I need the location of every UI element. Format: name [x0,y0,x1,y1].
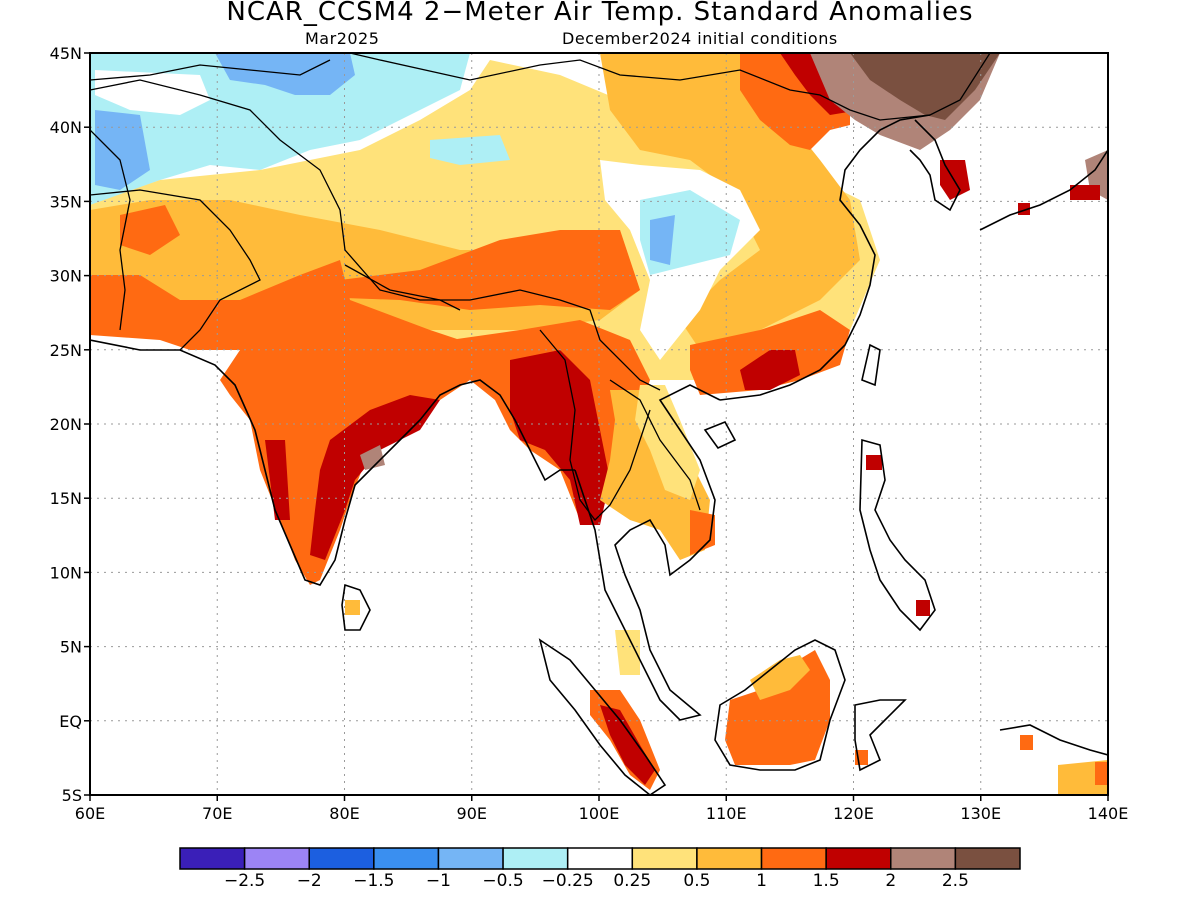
warm-sumatra-core [600,705,655,785]
warm-borneo [725,650,830,765]
colorbar-swatch [243,847,310,870]
colorbar-swatch [437,847,504,870]
lat-label: 20N [50,415,82,434]
warm-strong-west [120,205,180,255]
colorbar-label: −2 [296,871,322,891]
warm-timor-area [1020,735,1033,750]
colorbar-swatch [760,847,827,870]
colorbar-label: −2.5 [223,871,266,891]
lat-label: 15N [50,489,82,508]
warm-borneo-north [750,655,810,700]
coast-china-south [719,114,931,401]
colorbar-label: −0.5 [482,871,524,891]
white-central-asia [95,70,210,115]
border-nepal [344,264,461,311]
colorbar-swatch [890,847,957,870]
coast-japan [979,149,1108,231]
border-kazakh [90,59,331,81]
lon-label: 90E [457,804,487,823]
colorbar-swatch [954,847,1021,870]
lat-label: 10N [50,563,82,582]
border-china-west [90,79,661,391]
forecast-month: Mar2025 [305,29,380,48]
lon-label: 80E [329,804,359,823]
colorbar-label: 0.5 [683,871,711,891]
colorbar-swatch [696,847,763,870]
lat-label: 35N [50,192,82,211]
colorbar-label: −1.5 [353,871,395,891]
lat-label: 25N [50,341,82,360]
coast-india [90,339,575,586]
coast-philippines [859,438,936,632]
coast-indochina [574,384,721,721]
warm-philippines [866,455,882,470]
colorbar-swatch [308,847,375,870]
cold-qinghai-core [650,215,675,265]
colorbar-label: 2.5 [941,871,969,891]
warm-philippines-2 [916,600,930,616]
colorbar-label: 0.25 [613,871,652,891]
lat-label: EQ [59,712,82,731]
warm-newguinea-core [1095,762,1108,785]
colorbar-swatch [566,847,634,870]
colorbar-label: 1.5 [812,871,840,891]
warm-laos [600,390,710,560]
warm-burma-core [510,350,610,525]
brown-india-east [360,445,385,470]
coast-hainan [703,420,737,450]
lon-label: 100E [579,804,620,823]
lat-label: 40N [50,118,82,137]
warm-vietnam-south [690,510,715,555]
coast-korea [909,119,961,212]
cold-patch-tibet [430,135,510,165]
lat-label: 30N [50,267,82,286]
warm-japan [1070,185,1100,200]
warm-band-tibet [340,230,640,310]
coastlines [90,53,1108,795]
warm-srilanka [345,600,360,615]
warm-india-west-core [265,440,290,520]
colorbar-label: −1 [425,871,451,891]
initial-conditions: December2024 initial conditions [562,29,838,48]
border-burma-thai [539,329,651,521]
border-laos-vietnam [609,379,701,511]
colorbar-label: 1 [756,871,767,891]
colorbar-swatch [502,847,569,870]
colorbar-label: −0.25 [541,871,594,891]
coast-borneo [714,639,846,771]
colorbar-swatch [373,847,440,870]
warm-india [90,260,470,585]
coast-sumatra [538,638,667,795]
coast-sulawesi [854,699,907,772]
lat-label: 5N [60,638,82,657]
coast-srilanka [341,583,371,631]
coast-taiwan [861,343,881,387]
warm-india-core [310,395,440,560]
colorbar-swatch [179,847,246,870]
colorbar-swatch [825,847,892,870]
coast-newguinea [999,724,1108,756]
lon-label: 110E [706,804,747,823]
lat-label: 5S [62,786,82,805]
axis-ticks [84,52,1109,801]
warm-malaya [615,630,640,675]
lon-label: 70E [202,804,232,823]
warm-south-china-core [740,350,800,390]
lat-label: 45N [50,44,82,63]
colorbar-swatch [631,847,698,870]
colorbar-label: 2 [885,871,897,891]
lon-label: 140E [1088,804,1129,823]
lon-label: 60E [75,804,105,823]
cold-core-tajik [95,110,150,190]
colorbar [179,847,1021,870]
border-mongolia [349,53,991,121]
lon-label: 130E [960,804,1001,823]
border-iran [90,129,131,331]
darkbrown-manchuria [850,53,1000,120]
map-title: NCAR_CCSM4 2−Meter Air Temp. Standard An… [226,0,974,27]
lon-label: 120E [833,804,874,823]
border-pak-afg [90,189,261,351]
